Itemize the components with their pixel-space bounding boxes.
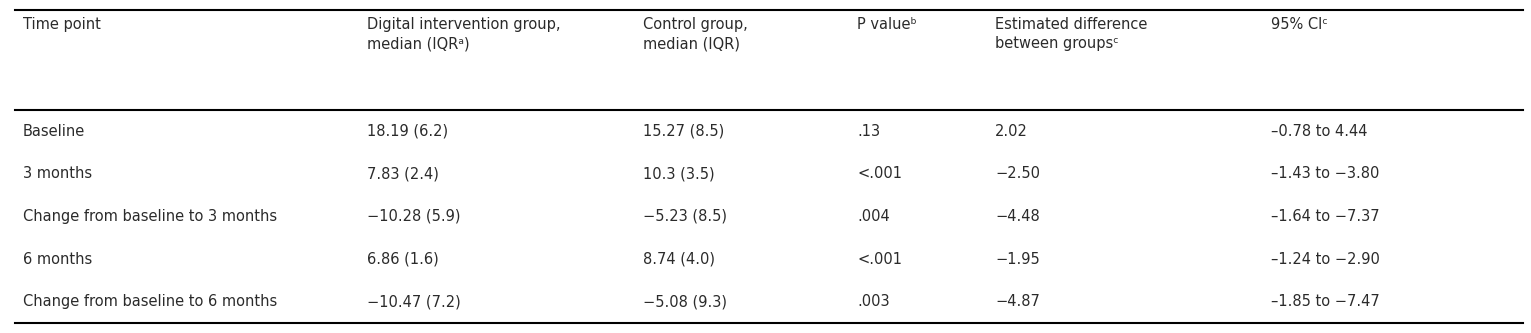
- Text: –1.43 to −3.80: –1.43 to −3.80: [1271, 166, 1379, 181]
- Text: −5.08 (9.3): −5.08 (9.3): [643, 294, 727, 309]
- Text: Change from baseline to 6 months: Change from baseline to 6 months: [23, 294, 277, 309]
- Text: 8.74 (4.0): 8.74 (4.0): [643, 251, 715, 267]
- Text: −5.23 (8.5): −5.23 (8.5): [643, 209, 727, 224]
- Text: 95% CIᶜ: 95% CIᶜ: [1271, 17, 1327, 32]
- Text: 3 months: 3 months: [23, 166, 92, 181]
- Text: −1.95: −1.95: [995, 251, 1040, 267]
- Text: –1.85 to −7.47: –1.85 to −7.47: [1271, 294, 1379, 309]
- Text: –1.64 to −7.37: –1.64 to −7.37: [1271, 209, 1379, 224]
- Text: .004: .004: [857, 209, 890, 224]
- Text: 6.86 (1.6): 6.86 (1.6): [367, 251, 439, 267]
- Text: Baseline: Baseline: [23, 124, 86, 139]
- Text: −4.87: −4.87: [995, 294, 1040, 309]
- Text: 2.02: 2.02: [995, 124, 1027, 139]
- Text: −4.48: −4.48: [995, 209, 1040, 224]
- Text: –1.24 to −2.90: –1.24 to −2.90: [1271, 251, 1379, 267]
- Text: .003: .003: [857, 294, 890, 309]
- Text: –0.78 to 4.44: –0.78 to 4.44: [1271, 124, 1367, 139]
- Text: −10.28 (5.9): −10.28 (5.9): [367, 209, 461, 224]
- Text: Time point: Time point: [23, 17, 101, 32]
- Text: −10.47 (7.2): −10.47 (7.2): [367, 294, 461, 309]
- Text: P valueᵇ: P valueᵇ: [857, 17, 917, 32]
- Text: Digital intervention group,
median (IQRᵃ): Digital intervention group, median (IQRᵃ…: [367, 17, 560, 52]
- Text: Change from baseline to 3 months: Change from baseline to 3 months: [23, 209, 277, 224]
- Text: Control group,
median (IQR): Control group, median (IQR): [643, 17, 747, 52]
- Text: Estimated difference
between groupsᶜ: Estimated difference between groupsᶜ: [995, 17, 1148, 52]
- Text: 10.3 (3.5): 10.3 (3.5): [643, 166, 715, 181]
- Text: 7.83 (2.4): 7.83 (2.4): [367, 166, 439, 181]
- Text: −2.50: −2.50: [995, 166, 1040, 181]
- Text: <.001: <.001: [857, 251, 902, 267]
- Text: <.001: <.001: [857, 166, 902, 181]
- Text: 15.27 (8.5): 15.27 (8.5): [643, 124, 724, 139]
- Text: 18.19 (6.2): 18.19 (6.2): [367, 124, 449, 139]
- Text: .13: .13: [857, 124, 880, 139]
- Text: 6 months: 6 months: [23, 251, 92, 267]
